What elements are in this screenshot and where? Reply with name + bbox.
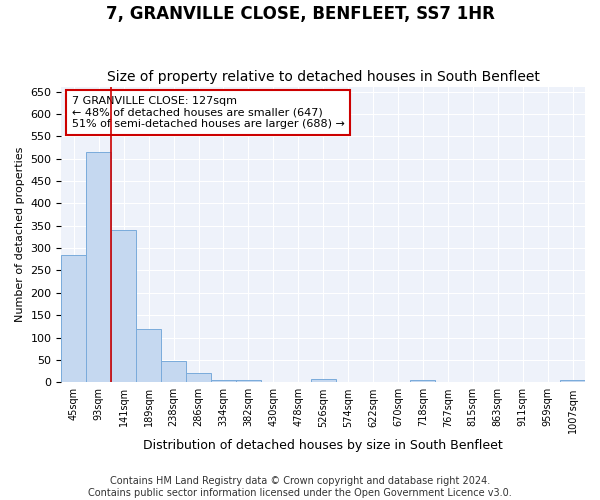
Bar — [236, 380, 261, 382]
Title: Size of property relative to detached houses in South Benfleet: Size of property relative to detached ho… — [107, 70, 539, 85]
Bar — [61, 255, 86, 382]
Bar — [211, 380, 236, 382]
Bar — [161, 362, 186, 382]
Y-axis label: Number of detached properties: Number of detached properties — [15, 147, 25, 322]
Text: Contains HM Land Registry data © Crown copyright and database right 2024.
Contai: Contains HM Land Registry data © Crown c… — [88, 476, 512, 498]
Bar — [86, 152, 111, 382]
X-axis label: Distribution of detached houses by size in South Benfleet: Distribution of detached houses by size … — [143, 440, 503, 452]
Bar — [136, 328, 161, 382]
Text: 7, GRANVILLE CLOSE, BENFLEET, SS7 1HR: 7, GRANVILLE CLOSE, BENFLEET, SS7 1HR — [106, 5, 494, 23]
Bar — [186, 374, 211, 382]
Bar — [111, 230, 136, 382]
Bar — [410, 380, 436, 382]
Bar — [311, 378, 335, 382]
Text: 7 GRANVILLE CLOSE: 127sqm
← 48% of detached houses are smaller (647)
51% of semi: 7 GRANVILLE CLOSE: 127sqm ← 48% of detac… — [72, 96, 345, 129]
Bar — [560, 380, 585, 382]
